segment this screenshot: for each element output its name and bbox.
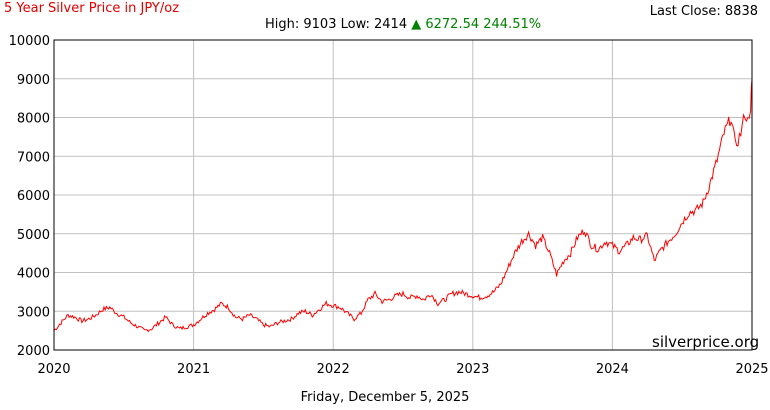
y-tick-label: 8000 xyxy=(17,112,50,127)
y-tick-label: 7000 xyxy=(17,150,50,165)
y-axis-ticks: 10000 9000 8000 7000 6000 5000 4000 3000 2000 xyxy=(9,34,50,359)
change-value: ▲ 6272.54 244.51% xyxy=(411,17,542,32)
y-tick-label: 2000 xyxy=(17,344,50,359)
y-tick-label: 10000 xyxy=(9,34,50,49)
x-axis-ticks: 2020 2021 2022 2023 2024 2025 xyxy=(37,362,768,377)
x-tick-label: 2020 xyxy=(37,362,70,377)
x-tick-label: 2022 xyxy=(317,362,350,377)
y-tick-label: 5000 xyxy=(17,228,50,243)
x-tick-label: 2021 xyxy=(177,362,210,377)
x-tick-label: 2024 xyxy=(596,362,629,377)
price-series-line xyxy=(53,78,753,333)
watermark: silverprice.org xyxy=(652,333,760,351)
y-tick-label: 3000 xyxy=(17,305,50,320)
y-tick-label: 4000 xyxy=(17,267,50,282)
y-tick-label: 9000 xyxy=(17,73,50,88)
high-low-label: High: 9103 Low: 2414 xyxy=(265,17,408,32)
x-tick-label: 2025 xyxy=(735,362,768,377)
high-low-stats: High: 9103 Low: 2414 ▲ 6272.54 244.51% xyxy=(265,17,541,32)
y-tick-label: 6000 xyxy=(17,189,50,204)
chart-title: 5 Year Silver Price in JPY/oz xyxy=(4,1,180,16)
last-close-value: Last Close: 8838 xyxy=(649,4,758,19)
footer-date: Friday, December 5, 2025 xyxy=(300,390,470,405)
x-tick-label: 2023 xyxy=(456,362,489,377)
plot-border xyxy=(53,39,753,351)
grid-lines xyxy=(53,39,753,351)
